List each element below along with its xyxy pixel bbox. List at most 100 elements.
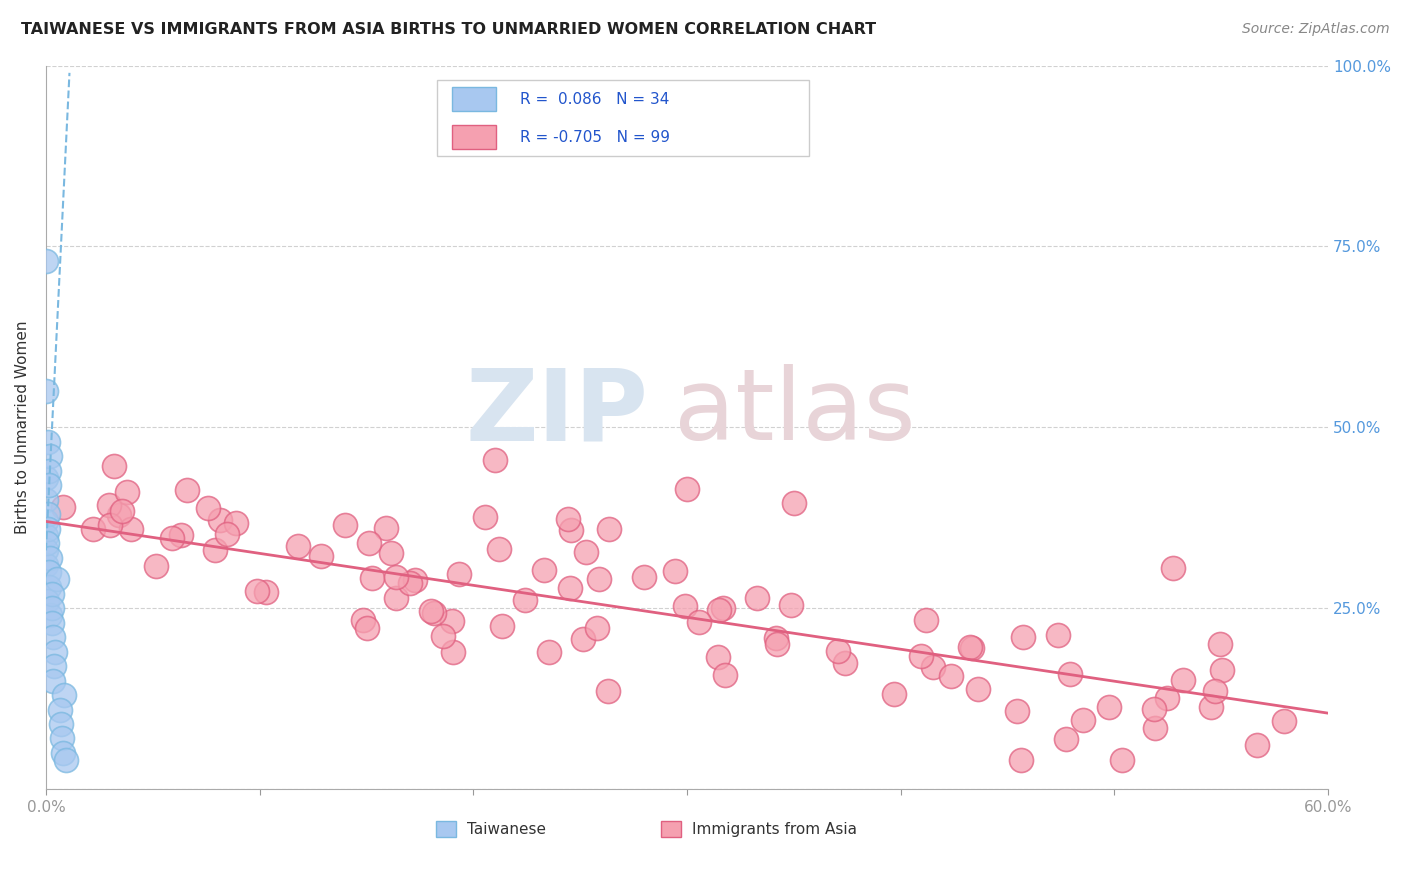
- Text: Immigrants from Asia: Immigrants from Asia: [692, 822, 856, 837]
- Point: [713, 668, 735, 682]
- Point: [560, 581, 582, 595]
- Point: [1161, 561, 1184, 575]
- Point: [447, 566, 470, 581]
- Text: TAIWANESE VS IMMIGRANTS FROM ASIA BIRTHS TO UNMARRIED WOMEN CORRELATION CHART: TAIWANESE VS IMMIGRANTS FROM ASIA BIRTHS…: [21, 22, 876, 37]
- Text: ZIP: ZIP: [465, 365, 648, 461]
- Point: [827, 644, 849, 658]
- Point: [356, 621, 378, 635]
- Point: [37, 434, 59, 449]
- Point: [783, 496, 806, 510]
- Point: [474, 509, 496, 524]
- Point: [41, 601, 63, 615]
- Point: [598, 522, 620, 536]
- Point: [42, 630, 65, 644]
- Point: [1073, 713, 1095, 727]
- Point: [745, 591, 768, 605]
- Point: [35, 492, 58, 507]
- Point: [420, 604, 443, 618]
- Point: [1047, 627, 1070, 641]
- Point: [35, 254, 58, 268]
- Point: [488, 542, 510, 557]
- Point: [145, 558, 167, 573]
- Point: [115, 484, 138, 499]
- Point: [1012, 631, 1035, 645]
- Point: [560, 523, 582, 537]
- Point: [52, 746, 75, 760]
- Point: [361, 571, 384, 585]
- Text: atlas: atlas: [675, 365, 915, 461]
- Point: [1272, 714, 1295, 729]
- Point: [706, 650, 728, 665]
- Point: [37, 536, 59, 550]
- Point: [217, 527, 239, 541]
- Point: [37, 522, 59, 536]
- Point: [38, 580, 60, 594]
- Point: [575, 544, 598, 558]
- Point: [441, 644, 464, 658]
- Point: [35, 515, 58, 529]
- Point: [111, 504, 134, 518]
- Point: [204, 543, 226, 558]
- Point: [380, 546, 402, 560]
- Point: [335, 517, 357, 532]
- Point: [962, 641, 984, 656]
- Point: [82, 522, 104, 536]
- Point: [39, 608, 62, 623]
- Point: [780, 598, 803, 612]
- Y-axis label: Births to Unmarried Women: Births to Unmarried Women: [15, 320, 30, 534]
- Point: [39, 450, 62, 464]
- Point: [41, 615, 63, 630]
- Point: [596, 684, 619, 698]
- Text: Source: ZipAtlas.com: Source: ZipAtlas.com: [1241, 22, 1389, 37]
- Point: [197, 500, 219, 515]
- Point: [254, 584, 277, 599]
- Point: [633, 570, 655, 584]
- Point: [959, 640, 981, 655]
- Point: [533, 563, 555, 577]
- Point: [910, 648, 932, 663]
- Text: Taiwanese: Taiwanese: [467, 822, 546, 837]
- Point: [162, 531, 184, 545]
- Point: [46, 572, 69, 586]
- Point: [404, 573, 426, 587]
- Point: [834, 657, 856, 671]
- Point: [35, 471, 58, 485]
- Point: [1010, 753, 1032, 767]
- Point: [1171, 673, 1194, 688]
- Point: [225, 516, 247, 530]
- Point: [537, 645, 560, 659]
- Point: [1059, 666, 1081, 681]
- Point: [35, 529, 58, 543]
- Point: [98, 498, 121, 512]
- Point: [1098, 699, 1121, 714]
- Point: [170, 527, 193, 541]
- Point: [38, 464, 60, 478]
- Point: [42, 659, 65, 673]
- Point: [707, 602, 730, 616]
- Bar: [453, 87, 496, 112]
- Point: [432, 629, 454, 643]
- Point: [588, 572, 610, 586]
- Point: [375, 521, 398, 535]
- Point: [484, 453, 506, 467]
- Point: [423, 606, 446, 620]
- Point: [1007, 704, 1029, 718]
- Point: [883, 687, 905, 701]
- Point: [98, 518, 121, 533]
- Point: [966, 681, 988, 696]
- Point: [1156, 691, 1178, 706]
- Point: [1246, 739, 1268, 753]
- Point: [385, 591, 408, 605]
- Point: [352, 613, 374, 627]
- Point: [38, 550, 60, 565]
- Point: [42, 673, 65, 688]
- Point: [51, 731, 73, 746]
- Point: [440, 614, 463, 628]
- Point: [44, 645, 66, 659]
- Point: [585, 621, 607, 635]
- Point: [399, 576, 422, 591]
- Point: [676, 482, 699, 496]
- Point: [385, 570, 408, 584]
- Point: [688, 615, 710, 629]
- Point: [176, 483, 198, 497]
